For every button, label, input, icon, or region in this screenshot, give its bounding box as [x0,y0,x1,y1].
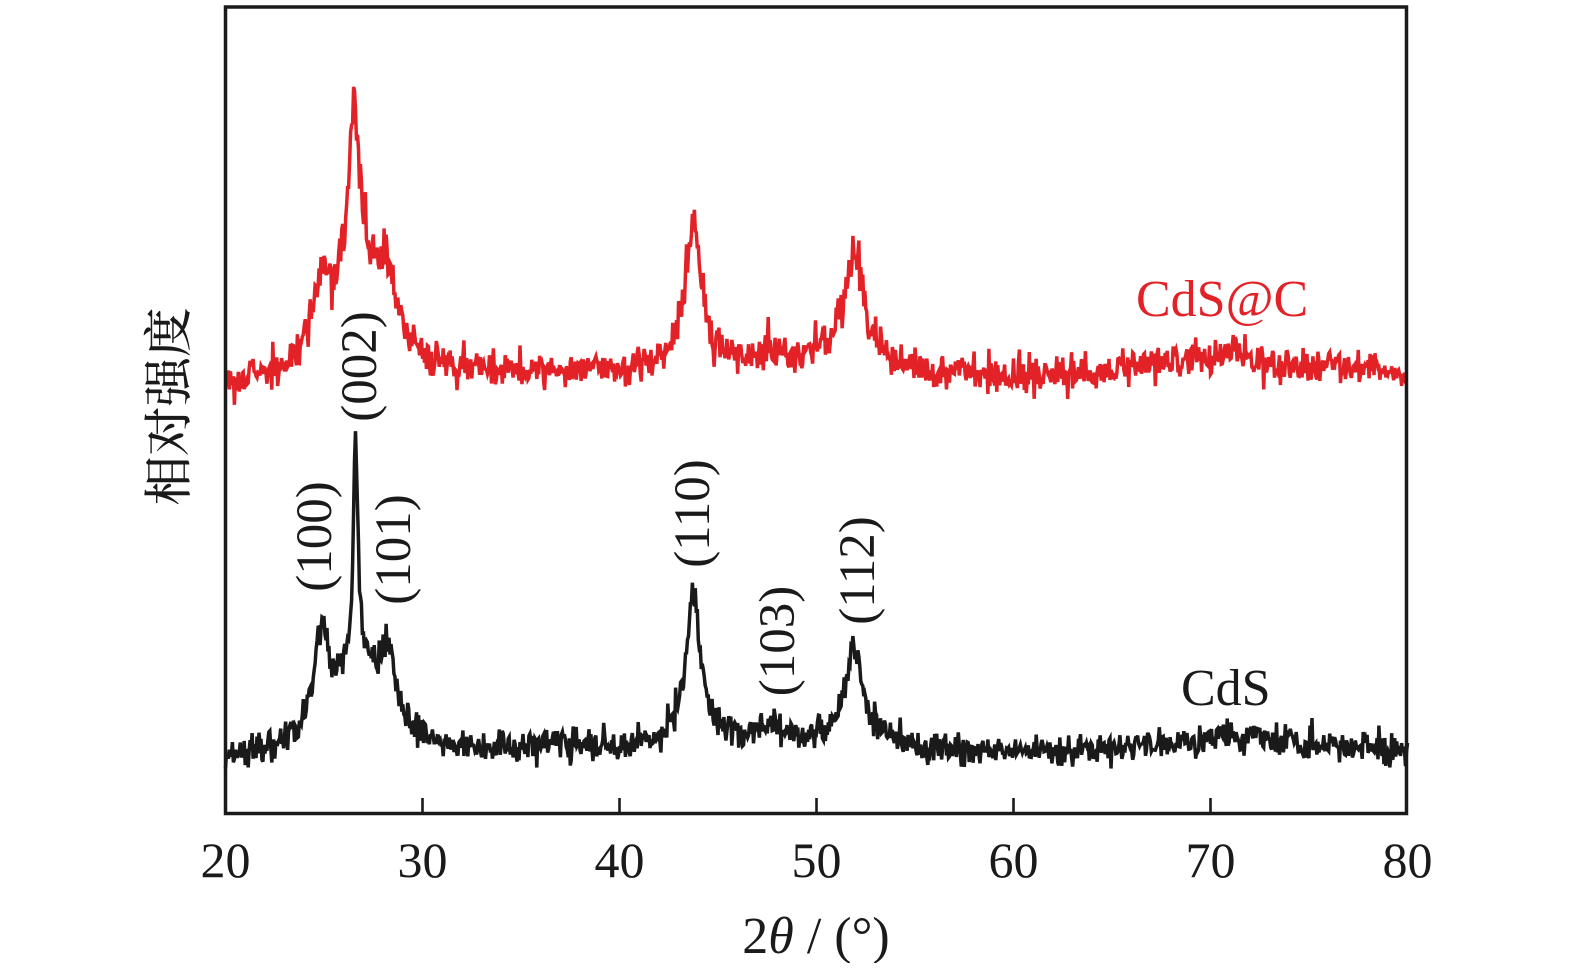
svg-text:70: 70 [1186,832,1236,888]
svg-text:80: 80 [1383,832,1433,888]
svg-text:(100): (100) [287,481,343,591]
svg-text:(103): (103) [750,586,806,696]
svg-text:50: 50 [792,832,842,888]
svg-text:20: 20 [201,832,251,888]
svg-text:2θ / (°): 2θ / (°) [742,908,889,963]
svg-text:30: 30 [398,832,448,888]
svg-text:(112): (112) [830,516,886,625]
svg-text:40: 40 [595,832,645,888]
svg-text:CdS@C: CdS@C [1136,271,1308,328]
svg-text:60: 60 [989,832,1039,888]
svg-text:CdS: CdS [1181,660,1271,717]
svg-text:(110): (110) [665,459,721,568]
svg-text:(101): (101) [366,494,422,604]
svg-text:(002): (002) [332,311,388,421]
